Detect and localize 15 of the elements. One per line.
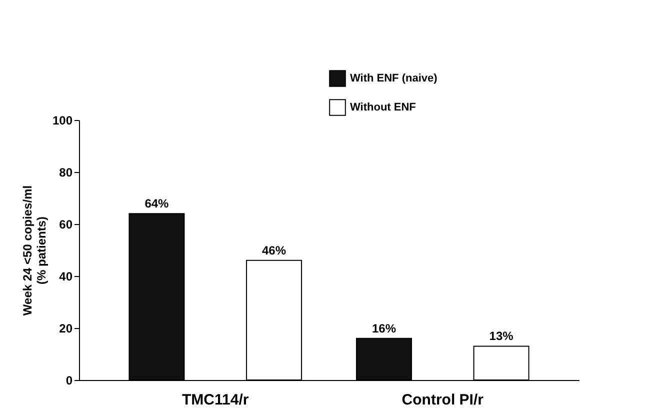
y-tick-label: 60: [59, 218, 73, 232]
y-tick-label: 40: [59, 270, 73, 284]
y-tick-label: 100: [52, 114, 73, 128]
data-label: 13%: [489, 329, 514, 344]
x-tick-label: Control PI/r: [402, 392, 484, 408]
y-axis-title: Week 24 <50 copies/ml (% patients): [20, 185, 48, 316]
data-label: 46%: [262, 243, 286, 258]
legend-label: Without ENF: [350, 102, 416, 114]
x-tick-label: TMC114/r: [182, 392, 249, 408]
y-tick-label: 80: [59, 166, 73, 180]
data-label: 64%: [144, 196, 170, 211]
legend-label: With ENF (naive): [350, 72, 438, 84]
y-tick-label: 20: [59, 322, 73, 336]
data-label: 16%: [372, 321, 396, 336]
y-tick-label: 0: [66, 374, 73, 388]
